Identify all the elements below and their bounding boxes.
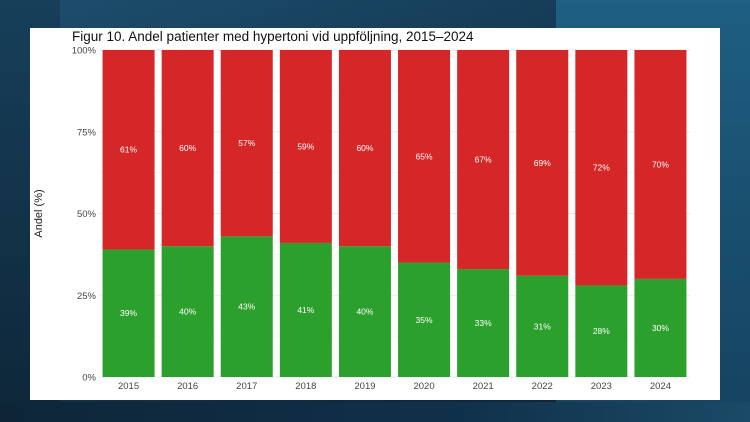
x-tick-label: 2022 [532,381,553,392]
x-tick-label: 2015 [118,381,139,392]
x-tick-label: 2017 [236,381,257,392]
x-tick-label: 2023 [591,381,612,392]
data-label: 60% [356,143,373,153]
bar-segment-bottom [161,246,214,377]
data-label: 59% [297,141,314,151]
bar-segment-bottom [102,249,155,377]
data-label: 65% [416,151,433,161]
bar-segment-bottom [634,278,687,377]
bar-segment-top [338,50,391,247]
data-label: 31% [534,321,551,331]
bar-segment-top [634,50,687,279]
bar-segment-bottom [279,242,332,377]
bar-segment-top [279,50,332,243]
data-label: 40% [356,307,373,317]
data-label: 70% [652,159,669,169]
bar-segment-top [575,50,628,286]
data-label: 41% [297,305,314,315]
stacked-bar-chart: 0% 25% 50% 75% 100% Andel (%) 39% 61% 2015 40% 60%… [33,46,690,392]
x-tick-label: 2024 [650,381,671,392]
x-tick-label: 2020 [413,381,434,392]
bar-segment-top [220,50,273,237]
data-label: 39% [120,308,137,318]
data-label: 72% [593,163,610,173]
bar-segment-top [398,50,451,263]
x-tick-label: 2019 [354,381,375,392]
bar-segment-bottom [575,285,628,377]
bar-segment-bottom [220,236,273,377]
bar-segment-top [516,50,569,276]
bar-segment-bottom [338,246,391,377]
data-label: 28% [593,326,610,336]
data-label: 43% [238,302,255,312]
bar-segment-top [102,50,155,250]
x-tick-label: 2016 [177,381,198,392]
data-label: 67% [475,155,492,165]
y-tick-label: 0% [82,373,96,384]
y-tick-label: 50% [77,209,97,220]
y-tick-label: 25% [77,291,97,302]
bar-segment-bottom [457,269,510,377]
bar-segment-top [161,50,214,247]
data-label: 57% [238,138,255,148]
data-label: 61% [120,145,137,155]
y-tick-label: 75% [77,127,97,138]
bar-segment-top [457,50,510,270]
data-label: 35% [416,315,433,325]
bar-segment-bottom [516,275,569,377]
data-label: 30% [652,323,669,333]
y-tick-label: 100% [72,46,97,57]
chart-title: Figur 10. Andel patienter med hypertoni … [72,29,474,44]
x-tick-label: 2018 [295,381,316,392]
data-label: 69% [534,158,551,168]
data-label: 60% [179,143,196,153]
bar-segment-bottom [398,262,451,377]
data-label: 40% [179,307,196,317]
x-tick-label: 2021 [473,381,494,392]
background-bottom [0,402,750,422]
data-label: 33% [475,318,492,328]
y-axis-label: Andel (%) [33,189,45,237]
